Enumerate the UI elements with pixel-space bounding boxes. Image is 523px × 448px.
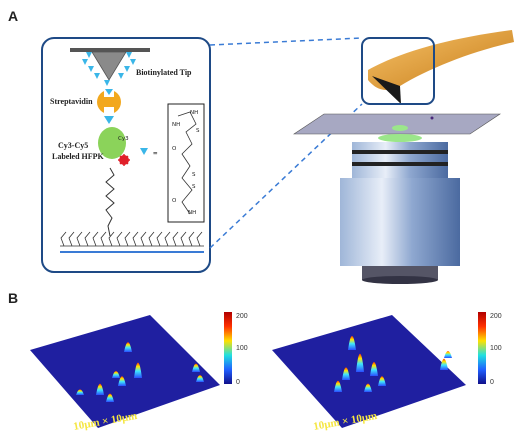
zoom-line-top bbox=[209, 37, 363, 46]
cantilever-icon bbox=[368, 30, 514, 104]
biotin-key-icon bbox=[140, 148, 148, 155]
intensity-peak bbox=[76, 389, 84, 395]
colorbar-left-tick-top: 200 bbox=[236, 313, 248, 320]
sample-plate bbox=[293, 113, 501, 135]
surface-chain bbox=[100, 231, 107, 247]
surface-chain bbox=[60, 231, 67, 247]
intensity-peak bbox=[118, 376, 126, 386]
surface-chain bbox=[76, 231, 83, 247]
intensity-peak bbox=[342, 367, 350, 380]
intensity-peak bbox=[96, 383, 104, 395]
intensity-peak bbox=[356, 353, 364, 372]
surface-chain bbox=[68, 231, 75, 247]
intensity-peak bbox=[440, 358, 448, 370]
protein-label-line2: Labeled HFPK bbox=[52, 152, 105, 161]
intensity-peak bbox=[192, 363, 200, 372]
surface-chain bbox=[140, 231, 147, 247]
chem-letter-7: O bbox=[172, 198, 177, 204]
protein-label-line1: Cy3-Cy5 bbox=[58, 141, 88, 150]
surface-chain bbox=[116, 231, 123, 247]
intensity-peak bbox=[112, 371, 120, 378]
chem-structure-box bbox=[167, 103, 205, 223]
panel-label-a: A bbox=[8, 8, 19, 24]
surface-chain bbox=[164, 231, 171, 247]
biotinylated-tip-label: Biotinylated Tip bbox=[136, 68, 192, 77]
intensity-peak bbox=[444, 351, 452, 358]
surface-chain bbox=[180, 231, 187, 247]
chem-letter-1: NH bbox=[190, 110, 198, 116]
peaks-left bbox=[76, 342, 204, 402]
intensity-peak bbox=[378, 376, 386, 386]
intensity-peak bbox=[370, 362, 378, 376]
surface-chain bbox=[188, 231, 195, 247]
protein-icon bbox=[98, 116, 130, 166]
map-right: 10μm × 10μm 200 100 0 bbox=[272, 312, 502, 433]
surface-chain bbox=[124, 231, 131, 247]
intensity-peak bbox=[334, 380, 342, 392]
colorbar-right-tick-top: 200 bbox=[490, 313, 502, 320]
panel-label-b: B bbox=[8, 290, 19, 306]
intensity-peak bbox=[196, 375, 204, 382]
biotin-markers bbox=[82, 52, 136, 86]
surface-chain bbox=[132, 231, 139, 247]
surface-chain bbox=[196, 231, 203, 247]
inset-schematic: Biotinylated Tip Streptavidin Cy3 Cy3-Cy… bbox=[41, 37, 211, 273]
chem-letter-3: NH bbox=[172, 122, 180, 128]
colorbar-right-tick-mid: 100 bbox=[490, 345, 502, 352]
chem-letter-8: NH bbox=[188, 210, 196, 216]
linker-chain bbox=[105, 167, 115, 237]
chem-letter-4: O bbox=[172, 146, 177, 152]
chem-bonds bbox=[177, 111, 197, 215]
streptavidin-label: Streptavidin bbox=[50, 97, 93, 106]
surface-chain bbox=[148, 231, 155, 247]
intensity-peak bbox=[134, 362, 142, 378]
focal-spot bbox=[392, 125, 408, 131]
surface-chain bbox=[92, 231, 99, 247]
surface-chain bbox=[172, 231, 179, 247]
cy3-dye-label: Cy3 bbox=[118, 136, 129, 142]
peaks-right bbox=[334, 336, 452, 392]
colorbar-left-tick-bottom: 0 bbox=[236, 379, 240, 386]
surface-chain bbox=[156, 231, 163, 247]
surface-chain bbox=[84, 231, 91, 247]
colorbar-right-tick-bottom: 0 bbox=[490, 379, 494, 386]
objective-lens-icon bbox=[340, 134, 460, 284]
colorbar-right bbox=[478, 312, 486, 384]
map-left: 10μm × 10μm 200 100 0 bbox=[30, 312, 248, 433]
sample-dot bbox=[430, 116, 434, 120]
colorbar-left-tick-mid: 100 bbox=[236, 345, 248, 352]
surface-left bbox=[30, 315, 220, 428]
intensity-peak bbox=[348, 336, 356, 350]
colorbar-left bbox=[224, 312, 232, 384]
intensity-peak bbox=[106, 393, 114, 402]
surface-right bbox=[272, 315, 466, 428]
equals-sign: = bbox=[153, 149, 158, 158]
surface-monolayer bbox=[60, 231, 204, 253]
surface-chain bbox=[108, 231, 115, 247]
chem-letter-2: S bbox=[196, 128, 200, 134]
afm-tip-icon bbox=[70, 48, 150, 81]
chem-letter-6: S bbox=[192, 184, 196, 190]
intensity-peak bbox=[124, 342, 132, 352]
zoom-region-frame bbox=[361, 37, 435, 105]
streptavidin-icon bbox=[97, 89, 121, 114]
chem-letter-5: S bbox=[192, 172, 196, 178]
intensity-peak bbox=[364, 383, 372, 392]
